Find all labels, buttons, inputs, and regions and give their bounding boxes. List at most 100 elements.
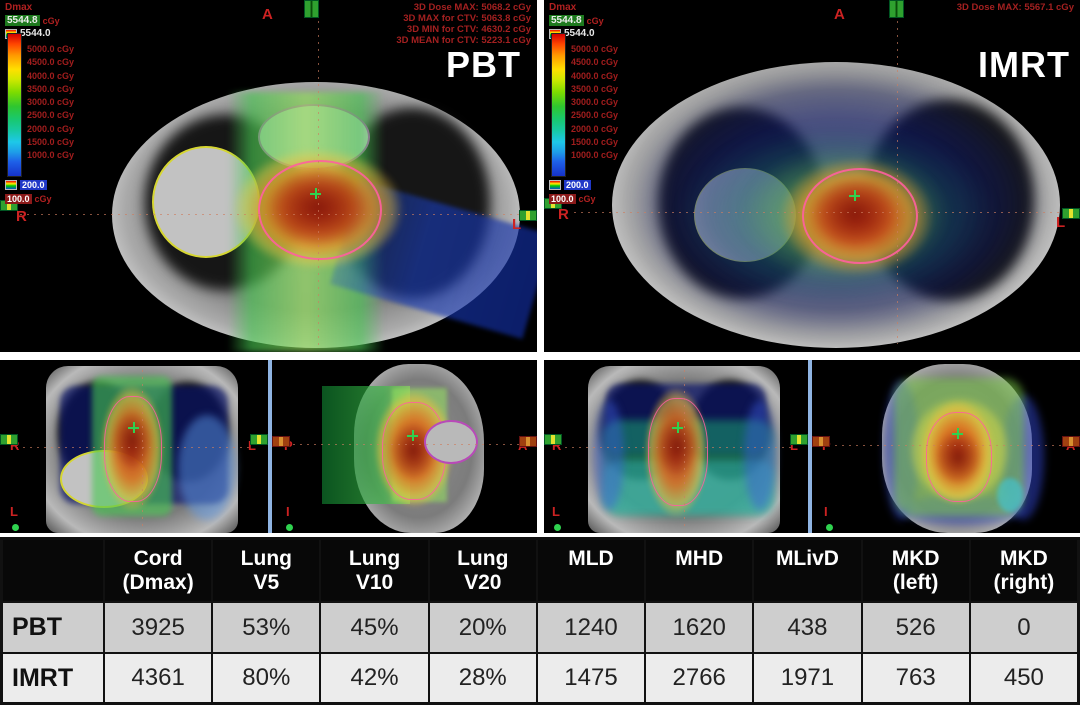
- cell-pbt-lung-v10: 45%: [321, 603, 428, 652]
- slice-slider-left[interactable]: [544, 434, 562, 445]
- dose-gradient-bar: [551, 33, 566, 177]
- slice-slider-top[interactable]: [889, 0, 904, 18]
- orientation-marker-anterior: A: [834, 6, 845, 23]
- dose-wash-blue: [594, 400, 624, 510]
- pbt-coronal-viewport[interactable]: R L L: [0, 360, 268, 533]
- col-header-lung-v5: Lung V5: [213, 540, 320, 601]
- cell-imrt-mlivd: 1971: [754, 654, 861, 702]
- dose-unit: cGy: [578, 194, 596, 204]
- colorbar-mini-icon: [549, 180, 561, 190]
- slice-slider-top[interactable]: [304, 0, 319, 18]
- panel-label-pbt: PBT: [446, 44, 521, 85]
- ctv-contour: [258, 160, 382, 260]
- imrt-axial-viewport[interactable]: Dmax 5544.8 cGy 5544.0 5000.0 cGy 4500.0 c…: [544, 0, 1080, 352]
- isocenter-icon: [407, 430, 418, 441]
- orientation-marker-bottom: I: [824, 504, 828, 519]
- inferior-dot: [12, 524, 19, 531]
- orientation-marker-bottom: L: [10, 504, 18, 519]
- imrt-sagittal-viewport[interactable]: P A I: [812, 360, 1080, 533]
- orientation-marker-right: R: [16, 208, 27, 225]
- crosshair-horizontal: [574, 212, 1069, 213]
- dose-statistics: 3D Dose MAX: 5567.1 cGy: [957, 2, 1074, 13]
- crosshair-vertical: [142, 370, 143, 526]
- orientation-marker-right: R: [10, 438, 20, 453]
- display-max-value: 5544.0: [564, 28, 595, 39]
- cell-pbt-cord: 3925: [105, 603, 212, 652]
- slice-slider-left[interactable]: [812, 436, 830, 447]
- panel-label-imrt: IMRT: [978, 44, 1070, 85]
- ctv-contour: [802, 168, 918, 264]
- cell-imrt-mkd-right: 450: [970, 654, 1077, 702]
- dose-tick-labels: 5000.0 cGy 4500.0 cGy 4000.0 cGy 3500.0 cGy…: [571, 44, 619, 161]
- orientation-marker-anterior: A: [262, 6, 273, 23]
- orientation-marker-left: L: [1056, 214, 1066, 231]
- col-header-mkd-left: MKD (left): [862, 540, 969, 601]
- slice-slider-left[interactable]: [272, 436, 290, 447]
- slice-slider-right[interactable]: [519, 210, 537, 221]
- slice-slider-right[interactable]: [519, 436, 537, 447]
- cell-imrt-mld: 1475: [537, 654, 645, 702]
- pbt-axial-viewport[interactable]: Dmax 5544.8 cGy 5544.0 5000.0 cGy 4500.0 c…: [0, 0, 537, 352]
- isocenter-icon: [952, 428, 963, 439]
- isocenter-icon: [672, 422, 683, 433]
- crosshair-horizontal: [16, 447, 254, 448]
- slice-slider-right[interactable]: [790, 434, 808, 445]
- slice-slider-right[interactable]: [250, 434, 268, 445]
- isocenter-icon: [128, 422, 139, 433]
- display-max-value: 5544.0: [20, 28, 51, 39]
- crosshair-horizontal: [20, 214, 525, 215]
- dose-unit: cGy: [34, 194, 52, 204]
- slice-slider-left[interactable]: [0, 434, 18, 445]
- cell-pbt-lung-v20: 20%: [429, 603, 536, 652]
- colorbar-mini-icon: [5, 180, 17, 190]
- dose-unit: cGy: [42, 15, 60, 26]
- cell-pbt-mhd: 1620: [646, 603, 753, 652]
- row-label-imrt: IMRT: [3, 654, 103, 702]
- dose-min-value: 100.0: [549, 194, 576, 204]
- crosshair-vertical: [897, 14, 898, 344]
- cell-pbt-mkd-left: 526: [862, 603, 969, 652]
- inferior-dot: [826, 524, 833, 531]
- inferior-dot: [286, 524, 293, 531]
- stat-line: 3D MEAN for CTV: 5223.1 cGy: [396, 35, 531, 46]
- orientation-marker-right: R: [552, 438, 562, 453]
- cell-pbt-lung-v5: 53%: [213, 603, 320, 652]
- dose-statistics: 3D Dose MAX: 5068.2 cGy 3D MAX for CTV: …: [396, 2, 531, 46]
- stat-line: 3D MIN for CTV: 4630.2 cGy: [406, 24, 531, 35]
- cell-imrt-mkd-left: 763: [862, 654, 969, 702]
- orientation-marker-bottom: I: [286, 504, 290, 519]
- cell-imrt-cord: 4361: [105, 654, 212, 702]
- crosshair-vertical: [318, 14, 319, 348]
- col-header-empty: [3, 540, 103, 601]
- inferior-dot: [554, 524, 561, 531]
- slice-slider-right[interactable]: [1062, 208, 1080, 219]
- dose-colorbar: Dmax 5544.8 cGy 5544.0 5000.0 cGy 4500.0 c…: [549, 2, 644, 204]
- cell-pbt-mld: 1240: [537, 603, 645, 652]
- dose-wash-cyan: [997, 478, 1023, 512]
- imrt-coronal-viewport[interactable]: R L L: [544, 360, 808, 533]
- col-header-cord: Cord (Dmax): [105, 540, 212, 601]
- col-header-mld: MLD: [537, 540, 645, 601]
- cell-pbt-mkd-right: 0: [970, 603, 1077, 652]
- crosshair-horizontal: [558, 447, 796, 448]
- dose-gradient-bar: [7, 33, 22, 177]
- dose-unit: cGy: [586, 15, 604, 26]
- display-min-value: 200.0: [20, 180, 47, 190]
- col-header-mhd: MHD: [646, 540, 753, 601]
- crosshair-vertical: [684, 370, 685, 526]
- pbt-sagittal-viewport[interactable]: P A I: [272, 360, 537, 533]
- col-header-lung-v20: Lung V20: [429, 540, 536, 601]
- orientation-marker-left: L: [248, 438, 256, 453]
- col-header-mlivd: MLivD: [754, 540, 861, 601]
- colorbar-title: Dmax: [549, 2, 577, 13]
- dose-wash-lightblue: [178, 415, 236, 520]
- ctv-contour: [926, 412, 992, 502]
- dose-wash-blue: [744, 400, 776, 510]
- isocenter-icon: [849, 190, 860, 201]
- slice-slider-right[interactable]: [1062, 436, 1080, 447]
- orientation-marker-bottom: L: [552, 504, 560, 519]
- display-min-value: 200.0: [564, 180, 591, 190]
- dose-tick-labels: 5000.0 cGy 4500.0 cGy 4000.0 cGy 3500.0 cGy…: [27, 44, 75, 161]
- colorbar-title: Dmax: [5, 2, 33, 13]
